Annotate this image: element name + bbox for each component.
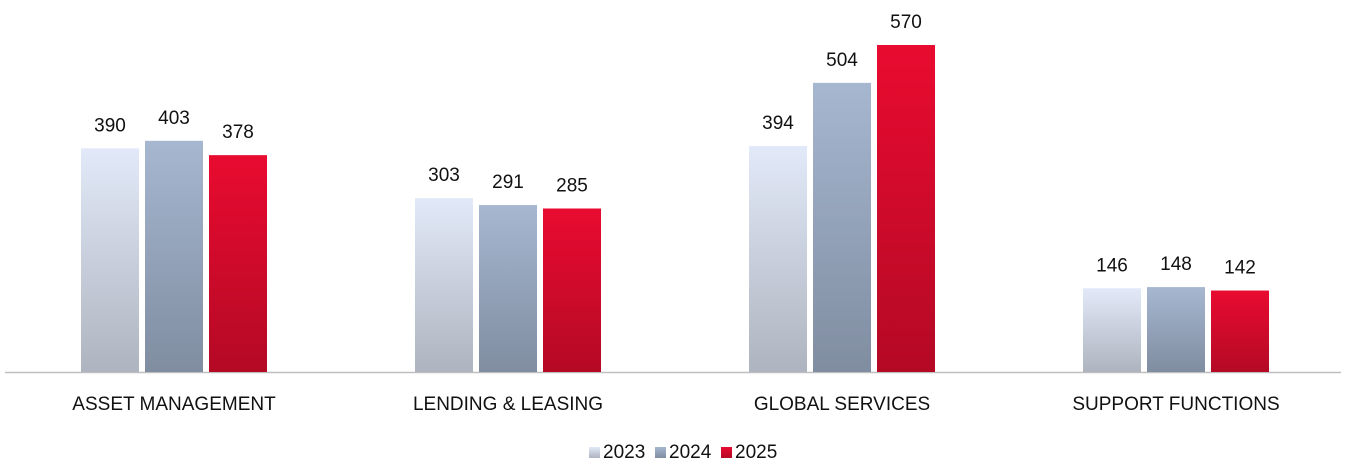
data-label: 303 [428,165,460,186]
legend-label: 2023 [603,442,645,463]
data-label: 285 [556,176,588,197]
data-label: 394 [762,113,794,134]
data-label: 291 [492,172,524,193]
legend-swatch [721,447,732,458]
x-tick-label: LENDING & LEASING [413,394,603,415]
bar [1211,290,1269,372]
bar [145,140,203,372]
bar [479,205,537,372]
legend-label: 2025 [735,442,777,463]
bar [1083,288,1141,372]
bar [813,82,871,372]
legend-label: 2024 [669,442,712,463]
bar [209,155,267,372]
x-tick-label: GLOBAL SERVICES [754,394,930,415]
data-label: 390 [94,115,126,136]
data-label: 378 [222,122,254,143]
bar [749,145,807,372]
bar [877,45,935,372]
data-label: 142 [1224,258,1256,279]
x-tick-label: SUPPORT FUNCTIONS [1072,394,1279,415]
bar [543,208,601,372]
data-label: 504 [826,50,858,71]
bar [1147,287,1205,372]
data-label: 403 [158,108,190,129]
legend-swatch [589,447,600,458]
bar [81,148,139,372]
legend-swatch [655,447,666,458]
x-tick-label: ASSET MANAGEMENT [72,394,276,415]
bar [415,198,473,372]
data-label: 570 [890,12,922,33]
data-label: 148 [1160,254,1192,275]
data-label: 146 [1096,255,1128,276]
